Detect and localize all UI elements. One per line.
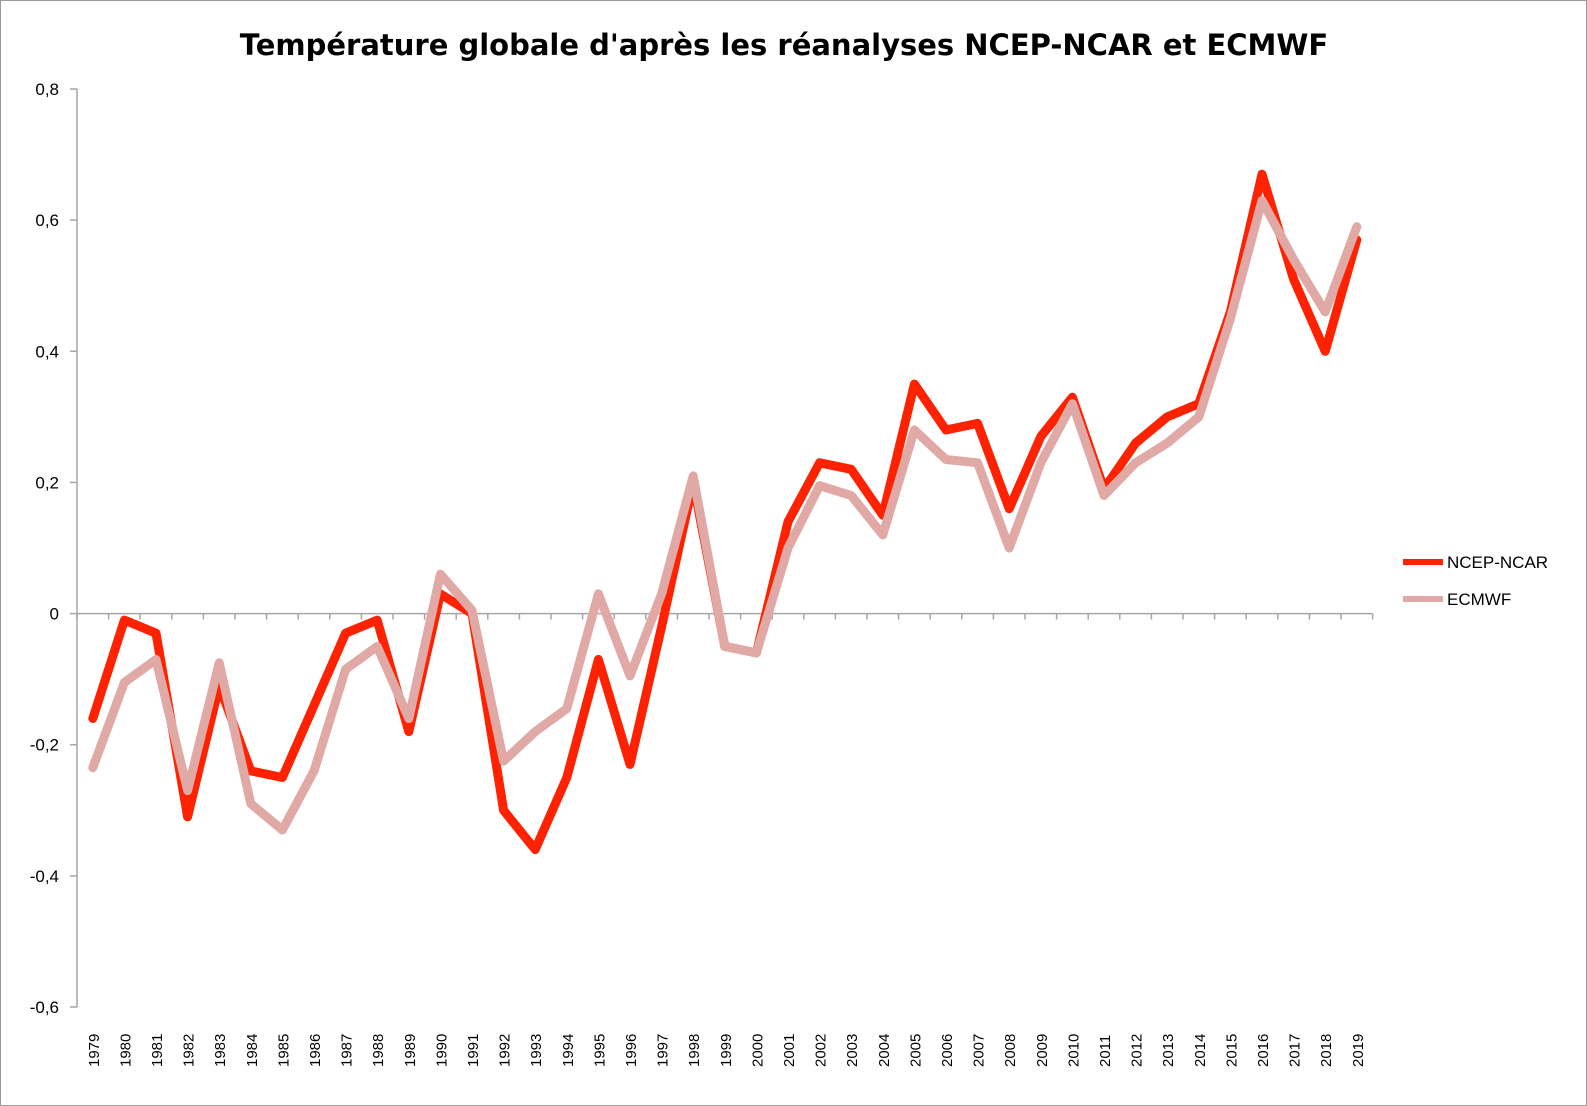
y-tick-label: -0,6: [30, 998, 59, 1017]
x-tick-label: 2017: [1287, 1034, 1304, 1067]
legend-label: NCEP-NCAR: [1447, 553, 1548, 572]
x-tick-label: 2004: [876, 1034, 893, 1067]
x-tick-label: 2019: [1350, 1034, 1367, 1067]
x-tick-label: 2011: [1097, 1035, 1114, 1067]
x-tick-label: 1991: [465, 1034, 482, 1067]
x-tick-label: 1989: [402, 1034, 419, 1067]
x-tick-label: 1997: [655, 1034, 672, 1067]
x-tick-label: 1988: [370, 1034, 387, 1067]
legend-label: ECMWF: [1447, 590, 1511, 609]
y-tick-label: 0: [50, 605, 59, 624]
x-tick-label: 1987: [339, 1034, 356, 1067]
x-tick-label: 2010: [1065, 1034, 1082, 1067]
y-tick-label: 0,8: [35, 80, 59, 99]
x-tick-label: 2016: [1255, 1034, 1272, 1067]
x-tick-label: 1980: [117, 1034, 134, 1067]
x-tick-label: 1986: [307, 1034, 324, 1067]
y-tick-label: -0,4: [30, 867, 59, 886]
x-tick-label: 2005: [907, 1034, 924, 1067]
x-tick-label: 1981: [149, 1034, 166, 1067]
x-tick-label: 1998: [686, 1034, 703, 1067]
x-tick-label: 2003: [844, 1034, 861, 1067]
series-line-ecmwf: [88, 196, 1362, 835]
y-tick-label: 0,2: [35, 473, 59, 492]
y-tick-label: -0,2: [30, 736, 59, 755]
x-tick-label: 2018: [1318, 1034, 1335, 1067]
series-line-ncep-ncar: [88, 169, 1362, 855]
y-tick-label: 0,4: [35, 342, 59, 361]
x-tick-label: 2009: [1034, 1034, 1051, 1067]
x-tick-label: 1984: [244, 1034, 261, 1067]
x-tick-label: 1999: [718, 1034, 735, 1067]
x-tick-label: 1985: [275, 1034, 292, 1067]
x-tick-label: 2013: [1160, 1034, 1177, 1067]
x-tick-label: 1996: [623, 1034, 640, 1067]
x-tick-label: 1979: [86, 1034, 103, 1067]
x-tick-label: 2015: [1223, 1034, 1240, 1067]
x-tick-label: 1992: [497, 1034, 514, 1067]
x-tick-label: 2006: [939, 1034, 956, 1067]
x-tick-label: 1994: [560, 1034, 577, 1067]
y-tick-label: 0,6: [35, 211, 59, 230]
x-tick-label: 2002: [813, 1034, 830, 1067]
x-tick-label: 2007: [971, 1034, 988, 1067]
x-tick-label: 1983: [212, 1034, 229, 1067]
x-tick-label: 1993: [528, 1034, 545, 1067]
x-tick-label: 2008: [1002, 1034, 1019, 1067]
x-tick-label: 2001: [781, 1034, 798, 1067]
chart-title: Température globale d'après les réanalys…: [240, 28, 1328, 62]
x-tick-label: 2012: [1129, 1034, 1146, 1067]
x-tick-label: 2000: [749, 1034, 766, 1067]
x-tick-label: 2014: [1192, 1034, 1209, 1067]
x-tick-label: 1982: [181, 1034, 198, 1067]
x-tick-label: 1995: [591, 1034, 608, 1067]
x-tick-label: 1990: [433, 1034, 450, 1067]
